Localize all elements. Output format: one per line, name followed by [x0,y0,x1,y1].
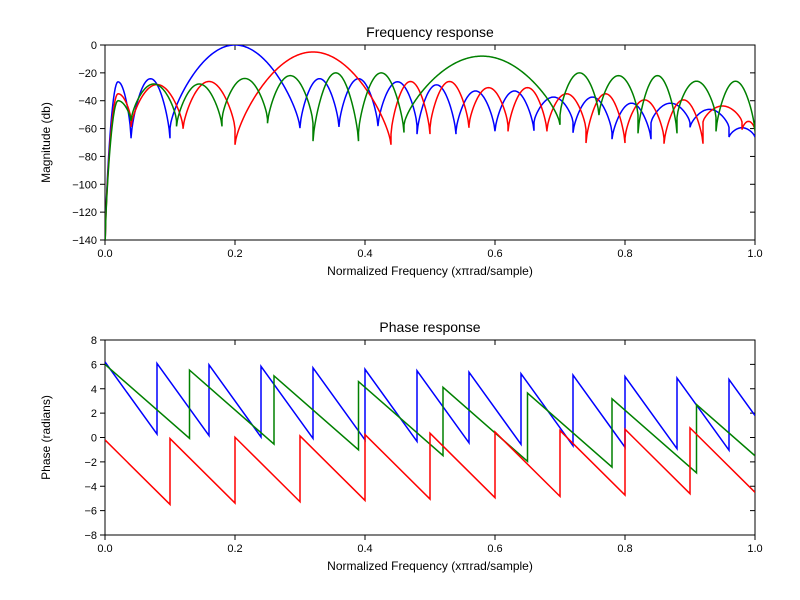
xtick-label: 0.4 [357,248,372,260]
series-group [105,362,755,504]
ytick-label: −2 [84,457,97,469]
ylabel: Phase (radians) [39,395,53,480]
ytick-label: 4 [91,384,97,396]
panel: Frequency response 0.0 0.2 0.4 0.6 0.8 1.0 −140… [39,24,763,278]
xtick-label: 0.8 [617,248,632,260]
xtick-label: 0.0 [97,543,112,555]
ylabel: Magnitude (db) [39,102,53,183]
xtick-label: 0.8 [617,543,632,555]
xtick-label: 1.0 [747,248,762,260]
ytick-label: −8 [84,530,97,542]
ytick-label: 2 [91,408,97,420]
ytick-label: −80 [78,151,97,163]
series-green [105,56,755,247]
panel-title: Phase response [379,319,480,335]
ytick-label: −40 [78,96,97,108]
ytick-label: −100 [72,179,97,191]
panel: Phase response 0.0 0.2 0.4 0.6 0.8 1.0 −8 −6 −4 −2… [39,319,763,573]
ytick-label: 0 [91,433,97,445]
xtick-label: 0.6 [487,543,502,555]
figure-svg: Frequency response 0.0 0.2 0.4 0.6 0.8 1.0 −140… [0,0,800,600]
ytick-label: −4 [84,481,97,493]
panel-title: Frequency response [366,24,494,40]
xlabel: Normalized Frequency (xπrad/sample) [327,559,533,573]
ytick-label: 0 [91,40,97,52]
xtick-label: 0.0 [97,248,112,260]
ytick-label: −140 [72,235,97,247]
axes-border [105,45,755,240]
ytick-label: −20 [78,68,97,80]
xtick-label: 0.6 [487,248,502,260]
ytick-label: 6 [91,359,97,371]
xtick-label: 1.0 [747,543,762,555]
figure-container: Frequency response 0.0 0.2 0.4 0.6 0.8 1.0 −140… [0,0,800,600]
xlabel: Normalized Frequency (xπrad/sample) [327,264,533,278]
series-group [105,45,755,247]
ytick-label: −6 [84,506,97,518]
xtick-label: 0.4 [357,543,372,555]
xtick-label: 0.2 [227,543,242,555]
ytick-label: −120 [72,207,97,219]
ytick-label: −60 [78,124,97,136]
xtick-label: 0.2 [227,248,242,260]
series-red [105,52,755,247]
ytick-label: 8 [91,335,97,347]
